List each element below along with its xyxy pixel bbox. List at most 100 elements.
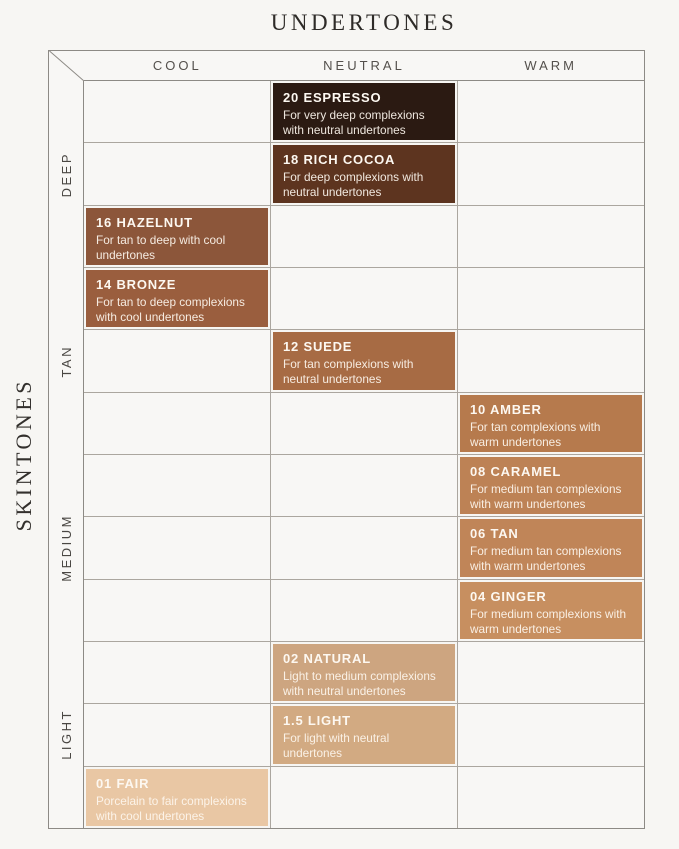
shade-row-rich-cocoa: 18 RICH COCOA For deep complexions with … xyxy=(84,142,644,205)
cell-cool xyxy=(84,81,270,142)
shade-row-amber: 10 AMBER For tan complexions with warm u… xyxy=(84,391,644,454)
cell-cool xyxy=(84,642,270,703)
cell-warm xyxy=(457,766,644,828)
cell-neutral: 02 NATURAL Light to medium complexions w… xyxy=(270,641,457,704)
shade-name: 14 BRONZE xyxy=(96,276,177,292)
shade-description: For medium tan complexions with warm und… xyxy=(470,481,622,512)
undertone-header-row: COOL NEUTRAL WARM xyxy=(49,51,645,81)
side-axis-label: SKINTONES xyxy=(11,377,36,532)
cell-cool: 01 FAIR Porcelain to fair complexions wi… xyxy=(84,766,270,828)
cell-warm: 08 CARAMEL For medium tan complexions wi… xyxy=(457,454,644,517)
shade-row-espresso: 20 ESPRESSO For very deep complexions wi… xyxy=(84,81,644,143)
cell-warm xyxy=(457,143,644,205)
shade-row-bronze: 14 BRONZE For tan to deep complexions wi… xyxy=(84,266,644,330)
cell-neutral xyxy=(270,517,457,579)
corner-cell xyxy=(49,51,84,81)
shade-swatch-espresso: 20 ESPRESSO For very deep complexions wi… xyxy=(271,81,457,143)
cell-cool xyxy=(84,455,270,516)
cell-neutral xyxy=(270,205,457,267)
shade-name: 1.5 LIGHT xyxy=(283,713,351,729)
shade-description: For light with neutral undertones xyxy=(283,731,390,761)
cell-warm xyxy=(457,267,644,330)
cell-neutral: 12 SUEDE For tan complexions with neutra… xyxy=(270,330,457,392)
shade-description: For medium complexions with warm underto… xyxy=(470,606,627,636)
cell-cool xyxy=(84,330,270,391)
shade-name: 06 TAN xyxy=(470,526,519,542)
cell-cool xyxy=(84,393,270,454)
cell-warm xyxy=(457,704,644,766)
cell-cool xyxy=(84,517,270,578)
shade-description: For tan complexions with warm undertones xyxy=(470,419,601,449)
row-group-tan-label: TAN xyxy=(58,344,74,378)
shade-name: 01 FAIR xyxy=(96,775,150,791)
shade-swatch-light: 1.5 LIGHT For light with neutral underto… xyxy=(271,704,457,766)
shade-swatch-natural: 02 NATURAL Light to medium complexions w… xyxy=(271,641,457,704)
row-group-medium-label: MEDIUM xyxy=(58,514,74,582)
cell-warm xyxy=(457,641,644,704)
row-group-light-label: LIGHT xyxy=(58,709,74,761)
shade-name: 04 GINGER xyxy=(470,588,547,604)
cell-warm xyxy=(457,330,644,392)
shade-row-natural: 02 NATURAL Light to medium complexions w… xyxy=(84,640,644,704)
column-header-cool: COOL xyxy=(84,51,271,81)
cell-cool xyxy=(84,580,270,641)
shade-swatch-ginger: 04 GINGER For medium complexions with wa… xyxy=(458,579,644,641)
shade-description: For tan to deep complexions with cool un… xyxy=(96,294,245,325)
cell-neutral xyxy=(270,392,457,454)
chart-body: DEEP TAN MEDIUM LIGHT 20 ESPRESSO For ve… xyxy=(49,81,644,828)
cell-warm xyxy=(457,81,644,143)
shade-row-hazelnut: 16 HAZELNUT For tan to deep with cool un… xyxy=(84,204,644,267)
cell-neutral xyxy=(270,454,457,517)
shade-swatch-amber: 10 AMBER For tan complexions with warm u… xyxy=(458,392,644,454)
shade-name: 08 CARAMEL xyxy=(470,463,562,479)
cell-neutral xyxy=(270,579,457,641)
shade-description: For deep complexions with neutral undert… xyxy=(283,170,424,200)
shade-swatch-caramel: 08 CARAMEL For medium tan complexions wi… xyxy=(458,454,644,517)
row-group-tan: TAN xyxy=(49,268,83,455)
shade-swatch-suede: 12 SUEDE For tan complexions with neutra… xyxy=(271,330,457,392)
cell-neutral xyxy=(270,766,457,828)
shade-name: 02 NATURAL xyxy=(283,650,371,666)
shade-swatch-fair: 01 FAIR Porcelain to fair complexions wi… xyxy=(84,766,270,828)
shade-name: 20 ESPRESSO xyxy=(283,90,382,105)
shade-row-light: 1.5 LIGHT For light with neutral underto… xyxy=(84,703,644,766)
shade-row-caramel: 08 CARAMEL For medium tan complexions wi… xyxy=(84,453,644,517)
cell-warm xyxy=(457,205,644,267)
shade-description: For very deep complexions with neutral u… xyxy=(283,108,425,138)
row-group-medium: MEDIUM xyxy=(49,455,83,642)
cell-neutral: 20 ESPRESSO For very deep complexions wi… xyxy=(270,81,457,143)
cell-cool: 16 HAZELNUT For tan to deep with cool un… xyxy=(84,205,270,267)
cell-neutral: 18 RICH COCOA For deep complexions with … xyxy=(270,143,457,205)
page-title: UNDERTONES xyxy=(270,10,458,35)
cell-warm: 04 GINGER For medium complexions with wa… xyxy=(457,579,644,641)
shade-description: For tan complexions with neutral underto… xyxy=(283,357,414,387)
corner-diagonal-line xyxy=(49,51,84,81)
cell-neutral xyxy=(270,267,457,330)
row-group-light: LIGHT xyxy=(49,641,83,828)
column-header-warm: WARM xyxy=(457,51,645,81)
cell-cool: 14 BRONZE For tan to deep complexions wi… xyxy=(84,267,270,330)
shade-swatch-tan: 06 TAN For medium tan complexions with w… xyxy=(458,517,644,579)
shade-description: For medium tan complexions with warm und… xyxy=(470,544,622,574)
shade-name: 16 HAZELNUT xyxy=(96,214,193,230)
cell-cool xyxy=(84,704,270,765)
shade-description: Porcelain to fair complexions with cool … xyxy=(96,793,247,823)
cell-warm: 06 TAN For medium tan complexions with w… xyxy=(457,517,644,579)
shade-chart: COOL NEUTRAL WARM DEEP TAN MEDIUM LIGHT … xyxy=(48,50,645,829)
shade-name: 10 AMBER xyxy=(470,401,542,417)
cell-warm: 10 AMBER For tan complexions with warm u… xyxy=(457,392,644,454)
shade-swatch-bronze: 14 BRONZE For tan to deep complexions wi… xyxy=(84,267,270,330)
shade-row-suede: 12 SUEDE For tan complexions with neutra… xyxy=(84,329,644,392)
shade-description: For tan to deep with cool undertones xyxy=(96,232,226,262)
shade-name: 18 RICH COCOA xyxy=(283,152,396,168)
skintone-group-column: DEEP TAN MEDIUM LIGHT xyxy=(49,81,84,828)
shade-description: Light to medium complexions with neutral… xyxy=(283,668,436,699)
shade-row-fair: 01 FAIR Porcelain to fair complexions wi… xyxy=(84,765,644,828)
cell-cool xyxy=(84,143,270,204)
column-header-neutral: NEUTRAL xyxy=(270,51,458,81)
row-group-deep-label: DEEP xyxy=(58,151,74,198)
side-axis: SKINTONES xyxy=(0,80,48,829)
shade-row-tan: 06 TAN For medium tan complexions with w… xyxy=(84,516,644,579)
shade-name: 12 SUEDE xyxy=(283,339,353,355)
row-group-deep: DEEP xyxy=(49,81,83,268)
